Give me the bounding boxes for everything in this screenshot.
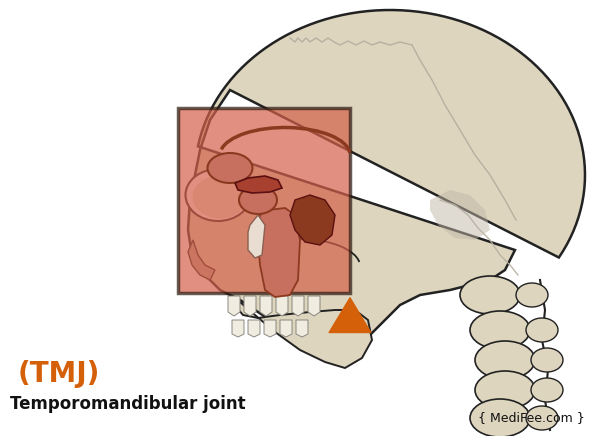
Polygon shape (430, 190, 490, 240)
Polygon shape (296, 320, 308, 337)
Ellipse shape (526, 318, 558, 342)
Polygon shape (258, 208, 300, 297)
Polygon shape (280, 320, 292, 337)
Polygon shape (248, 320, 260, 337)
Ellipse shape (193, 176, 248, 218)
Ellipse shape (475, 371, 535, 409)
Polygon shape (235, 176, 282, 193)
Polygon shape (308, 296, 320, 316)
Ellipse shape (516, 283, 548, 307)
Polygon shape (244, 296, 256, 316)
Polygon shape (276, 296, 288, 316)
Ellipse shape (526, 406, 558, 430)
Ellipse shape (239, 186, 277, 214)
Text: (TMJ): (TMJ) (18, 360, 100, 388)
Text: { MediFee.com }: { MediFee.com } (478, 411, 585, 424)
Polygon shape (264, 320, 276, 337)
Ellipse shape (460, 276, 520, 314)
Ellipse shape (208, 153, 253, 183)
Polygon shape (290, 195, 335, 245)
Polygon shape (248, 215, 265, 258)
Ellipse shape (470, 311, 530, 349)
Ellipse shape (475, 341, 535, 379)
Ellipse shape (470, 399, 530, 436)
Text: Temporomandibular joint: Temporomandibular joint (10, 395, 245, 413)
Polygon shape (232, 320, 244, 337)
Polygon shape (188, 240, 215, 280)
Ellipse shape (531, 378, 563, 402)
Polygon shape (188, 10, 585, 355)
Polygon shape (237, 302, 372, 368)
Ellipse shape (185, 169, 251, 221)
Polygon shape (260, 296, 272, 316)
Polygon shape (292, 296, 304, 316)
Polygon shape (228, 296, 240, 316)
Bar (178, 108, 350, 293)
Ellipse shape (531, 348, 563, 372)
